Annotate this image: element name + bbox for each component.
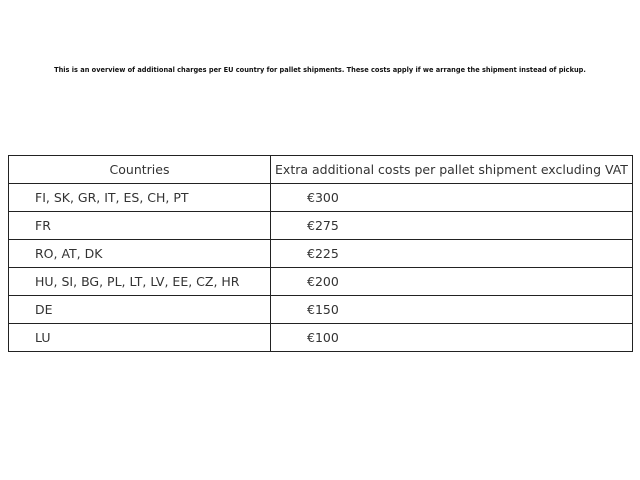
cost-cell: €300 xyxy=(270,183,633,212)
countries-cell: FI, SK, GR, IT, ES, CH, PT xyxy=(8,183,271,212)
table-row: LU €100 xyxy=(8,323,633,352)
table-row: FI, SK, GR, IT, ES, CH, PT €300 xyxy=(8,183,633,212)
cost-cell: €225 xyxy=(270,239,633,268)
table-row: HU, SI, BG, PL, LT, LV, EE, CZ, HR €200 xyxy=(8,267,633,296)
page-title: This is an overview of additional charge… xyxy=(54,66,586,74)
cost-cell: €200 xyxy=(270,267,633,296)
header-extra-costs: Extra additional costs per pallet shipme… xyxy=(270,155,633,184)
header-countries: Countries xyxy=(8,155,271,184)
countries-cell: DE xyxy=(8,295,271,324)
cost-cell: €275 xyxy=(270,211,633,240)
table-row: FR €275 xyxy=(8,211,633,240)
pallet-charges-table: Countries Extra additional costs per pal… xyxy=(8,155,633,352)
table-row: DE €150 xyxy=(8,295,633,324)
table-row: RO, AT, DK €225 xyxy=(8,239,633,268)
cost-cell: €150 xyxy=(270,295,633,324)
countries-cell: HU, SI, BG, PL, LT, LV, EE, CZ, HR xyxy=(8,267,271,296)
cost-cell: €100 xyxy=(270,323,633,352)
countries-cell: FR xyxy=(8,211,271,240)
countries-cell: LU xyxy=(8,323,271,352)
table-header-row: Countries Extra additional costs per pal… xyxy=(8,155,633,184)
countries-cell: RO, AT, DK xyxy=(8,239,271,268)
